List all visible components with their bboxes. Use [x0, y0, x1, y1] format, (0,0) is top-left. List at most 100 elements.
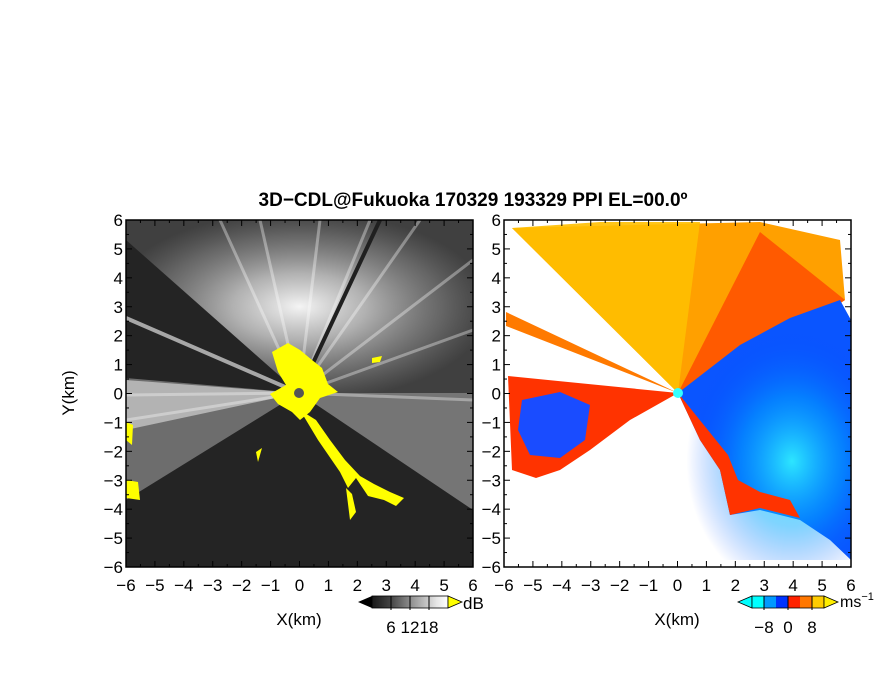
y-tick-label: 5	[114, 240, 123, 259]
x-tick-label: −6	[494, 576, 513, 595]
x-tick-label: 3	[760, 576, 769, 595]
y-tick-label: −6	[104, 558, 123, 577]
velocity-colorbar-unit-base: ms	[840, 594, 861, 611]
snr-colorbar-low-arrow	[358, 596, 372, 608]
x-tick-label: −3	[581, 576, 600, 595]
snr-radar-site	[294, 388, 304, 398]
velocity-edge-red	[678, 393, 800, 518]
x-tick-label: −2	[232, 576, 251, 595]
snr-sector-east	[299, 393, 473, 510]
x-tick-label: 3	[382, 576, 391, 595]
x-tick-label: 2	[353, 576, 362, 595]
y-tick-label: 1	[492, 356, 501, 375]
snr-panel: −6 −5 −4 −3 −2 −1 0 1 2 3 4 5 6 −6−5−4−3−2−10123456 …	[59, 211, 484, 637]
y-tick-label: −1	[482, 413, 501, 432]
y-tick-label: 2	[114, 327, 123, 346]
velocity-field	[506, 222, 851, 560]
y-tick-label: 0	[114, 385, 123, 404]
y-tick-label: 3	[114, 298, 123, 317]
y-tick-label: −1	[104, 413, 123, 432]
snr-flag-regions	[126, 343, 404, 520]
x-tick-label: −5	[145, 576, 164, 595]
x-tick-label: −6	[116, 576, 135, 595]
colorbar-tick-label: 0	[783, 618, 792, 637]
snr-colorbar-unit: dB	[463, 594, 484, 613]
velocity-x-axis-label: X(km)	[654, 610, 699, 629]
y-tick-label: 4	[114, 269, 123, 288]
x-tick-label: −4	[174, 576, 193, 595]
x-tick-label: 2	[731, 576, 740, 595]
velocity-colorbar-low-arrow	[736, 595, 753, 609]
y-tick-label: −2	[104, 442, 123, 461]
y-tick-label: 5	[492, 240, 501, 259]
y-tick-label: 3	[492, 298, 501, 317]
y-tick-label: −3	[482, 471, 501, 490]
colorbar-tick-label: 12	[401, 618, 420, 637]
velocity-ray-west	[506, 312, 678, 393]
x-tick-label: −2	[610, 576, 629, 595]
velocity-panel: −6 −5 −4 −3 −2 −1 0 1 2 3 4 5 6 −6−5−4−3−2−10123456 …	[482, 211, 874, 637]
velocity-colorbar-seg-4	[788, 596, 800, 608]
y-tick-label: 2	[492, 327, 501, 346]
snr-y-tick-labels: −6 −5 −4 −3 −2 −1 0 1 2 3 4 5 6	[104, 211, 123, 577]
x-tick-label: 4	[788, 576, 797, 595]
x-tick-label: 6	[846, 576, 855, 595]
colorbar-tick-label: 8	[807, 618, 816, 637]
x-tick-label: −4	[552, 576, 571, 595]
snr-field	[126, 220, 473, 520]
colorbar-tick-label: 6	[386, 618, 395, 637]
velocity-radar-site	[673, 388, 683, 398]
x-tick-label: 1	[324, 576, 333, 595]
x-tick-label: 4	[410, 576, 419, 595]
snr-sector-north	[126, 220, 473, 393]
colorbar-tick-label: 18	[420, 618, 439, 637]
x-tick-label: 5	[817, 576, 826, 595]
velocity-colorbar-seg-5	[800, 596, 812, 608]
y-tick-label: 6	[492, 211, 501, 230]
snr-colorbar-ticks: 6 12 18	[386, 596, 438, 637]
y-tick-label: −3	[104, 471, 123, 490]
snr-x-tick-labels: −6 −5 −4 −3 −2 −1 0 1 2 3 4 5 6	[116, 576, 477, 595]
colorbar-tick-label: −8	[754, 618, 773, 637]
velocity-colorbar-unit-exponent: −1	[861, 591, 874, 603]
snr-axis-ticks	[125, 219, 474, 568]
velocity-colorbar-seg-6	[812, 596, 824, 608]
velocity-colorbar-seg-2	[764, 596, 776, 608]
y-tick-label: 4	[492, 269, 501, 288]
snr-colorbar-high-arrow	[447, 595, 464, 609]
snr-streaks	[126, 220, 473, 422]
velocity-colorbar-ticks: −8 0 8	[754, 596, 817, 637]
y-tick-label: 1	[114, 356, 123, 375]
y-tick-label: −2	[482, 442, 501, 461]
y-tick-label: −5	[482, 529, 501, 548]
velocity-y-tick-labels: −6 −5 −4 −3 −2 −1 0 1 2 3 4 5 6	[482, 211, 501, 577]
velocity-colorbar-seg-3	[776, 596, 788, 608]
y-tick-label: 0	[492, 385, 501, 404]
y-tick-label: −5	[104, 529, 123, 548]
x-tick-label: 1	[702, 576, 711, 595]
snr-sector-west-bright	[126, 380, 299, 430]
velocity-x-tick-labels: −6 −5 −4 −3 −2 −1 0 1 2 3 4 5 6	[494, 576, 855, 595]
y-tick-label: −4	[104, 500, 123, 519]
snr-colorbar: 6 12 18 dB	[358, 594, 484, 637]
x-tick-label: 0	[295, 576, 304, 595]
x-tick-label: −1	[639, 576, 658, 595]
snr-x-axis-label: X(km)	[276, 610, 321, 629]
y-tick-label: −6	[482, 558, 501, 577]
velocity-colorbar-unit: ms−1	[840, 591, 874, 611]
velocity-colorbar-high-arrow	[823, 595, 840, 609]
chart-title: 3D−CDL@Fukuoka 170329 193329 PPI EL=00.0…	[259, 190, 688, 211]
x-tick-label: 0	[673, 576, 682, 595]
velocity-axis-ticks	[503, 219, 852, 568]
x-tick-label: 6	[468, 576, 477, 595]
velocity-colorbar-seg-1	[752, 596, 764, 608]
y-tick-label: −4	[482, 500, 501, 519]
velocity-sector-west-blue	[518, 392, 590, 458]
x-tick-label: −5	[523, 576, 542, 595]
x-tick-label: 5	[439, 576, 448, 595]
x-tick-label: −3	[203, 576, 222, 595]
y-tick-label: 6	[114, 211, 123, 230]
snr-y-axis-label: Y(km)	[59, 370, 78, 415]
x-tick-label: −1	[261, 576, 280, 595]
